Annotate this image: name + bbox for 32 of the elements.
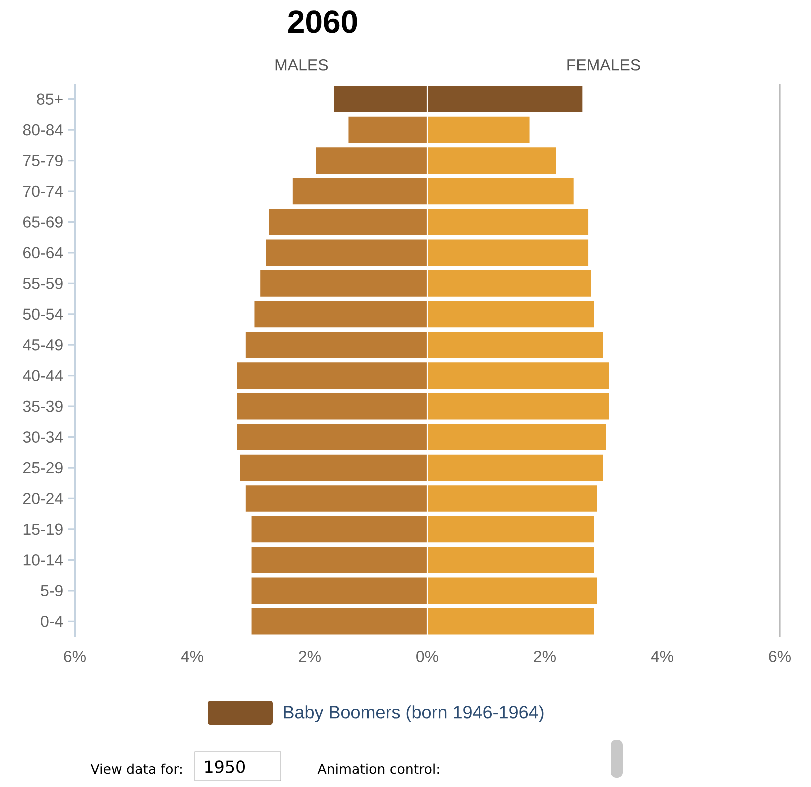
x-tick-label: 0% (416, 651, 438, 662)
x-tick-label: 4% (181, 651, 204, 662)
text: Animation control: (318, 764, 440, 774)
y-tick-label: 65-69 (24, 216, 63, 228)
x-tick-label: 6% (64, 651, 86, 662)
y-tick-label: 15-19 (24, 524, 63, 536)
text: View data for: (90, 764, 182, 774)
y-tick-label: 85+ (37, 94, 63, 105)
y-tick-label: 35-39 (23, 400, 63, 412)
x-tick-label: 2% (299, 651, 321, 662)
y-tick-label: 25-29 (24, 462, 63, 474)
chart-title: 2060 (288, 10, 358, 34)
y-tick-label: 10-14 (24, 554, 64, 566)
y-tick-label: 75-79 (24, 155, 63, 166)
y-tick-label: 0-4 (41, 616, 64, 628)
x-tick-label: 2% (534, 651, 556, 662)
text: Baby Boomers (born 1946-1964) (284, 706, 544, 722)
x-tick-label: 6% (769, 651, 791, 662)
series-label: MALES (276, 59, 328, 71)
y-tick-label: 70-74 (24, 186, 64, 198)
x-tick-label: 4% (651, 651, 674, 662)
y-tick-label: 5-9 (41, 585, 63, 597)
y-tick-label: 40-44 (23, 370, 64, 382)
series-label: FEMALES (568, 59, 640, 71)
y-tick-label: 30-34 (23, 432, 64, 443)
y-tick-label: 45-49 (23, 339, 63, 351)
y-tick-label: 20-24 (24, 493, 64, 504)
y-tick-label: 55-59 (23, 278, 63, 290)
text: 1950 (206, 760, 246, 774)
y-tick-label: 80-84 (23, 124, 64, 136)
y-tick-label: 50-54 (23, 308, 64, 320)
y-tick-label: 60-64 (24, 247, 64, 259)
